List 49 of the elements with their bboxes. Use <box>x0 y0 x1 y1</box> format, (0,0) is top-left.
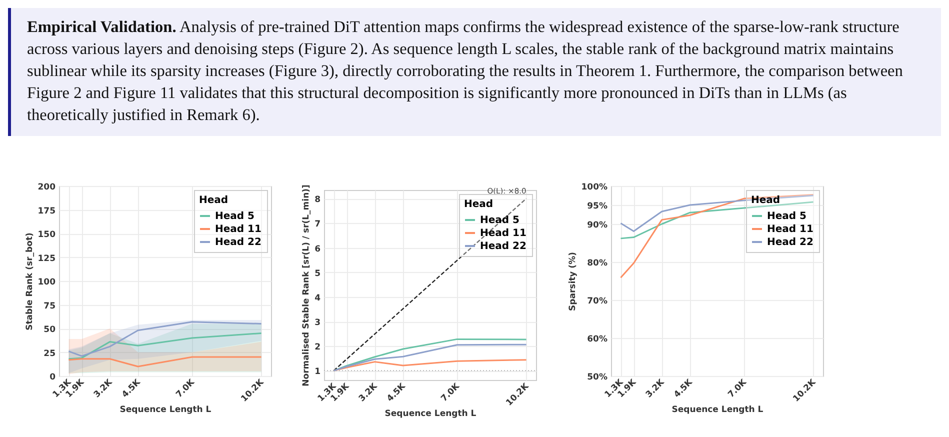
y-tick-label: 25 <box>44 348 56 359</box>
y-tick-label: 90% <box>587 220 608 230</box>
x-axis-title: Sequence Length L <box>672 405 764 416</box>
legend-label: Head 22 <box>480 241 526 252</box>
line-series <box>68 321 262 357</box>
y-tick-label: 3 <box>314 318 321 328</box>
legend-label: Head 11 <box>215 224 262 235</box>
y-tick-label: 125 <box>38 254 56 264</box>
y-tick-label: 8 <box>314 195 321 206</box>
legend-label: Head 5 <box>215 211 255 222</box>
y-axis-title: Sparsity (%) <box>568 252 578 311</box>
y-axis-title: Stable Rank (sr_bot) <box>24 232 35 330</box>
legend-label: Head 22 <box>767 237 814 248</box>
y-tick-label: 150 <box>38 230 56 240</box>
y-tick-label: 70% <box>587 296 608 306</box>
text: Empirical Validation. <box>27 17 176 36</box>
line-series <box>68 332 262 360</box>
y-tick-label: 100% <box>581 182 608 192</box>
y-tick-label: 95% <box>587 202 608 212</box>
legend-label: Head 11 <box>480 228 526 239</box>
y-tick-label: 50 <box>44 325 56 335</box>
y-tick-label: 100 <box>38 278 56 288</box>
line-series <box>68 356 262 368</box>
legend-label: Head 5 <box>767 211 807 222</box>
legend-title: Head <box>199 195 228 206</box>
y-tick-label: 50% <box>587 372 608 382</box>
y-tick-label: 75 <box>44 301 56 312</box>
x-axis-title: Sequence Length L <box>384 409 477 420</box>
y-tick-label: 0 <box>50 372 56 382</box>
line-series <box>620 194 814 278</box>
legend-label: Head 5 <box>480 215 520 226</box>
legend-title: Head <box>464 199 494 210</box>
legend-title: Head <box>751 195 780 206</box>
legend-label: Head 22 <box>215 237 262 248</box>
y-tick-label: 175 <box>38 206 56 216</box>
line-series <box>620 194 814 232</box>
legend-label: Head 11 <box>767 224 814 235</box>
y-tick-label: 5 <box>314 268 321 279</box>
x-axis-title: Sequence Length L <box>120 405 212 416</box>
y-tick-label: 2 <box>314 342 321 353</box>
y-tick-label: 6 <box>314 244 321 254</box>
y-tick-label: 7 <box>314 220 321 230</box>
line-series <box>332 344 528 372</box>
y-tick-label: 4 <box>314 293 321 304</box>
y-tick-label: 1 <box>314 367 321 378</box>
y-tick-label: 60% <box>587 334 608 344</box>
y-axis-title: Normalised Stable Rank [sr(L) / sr(L_min)] <box>302 184 312 386</box>
y-tick-label: 80% <box>587 258 608 268</box>
y-tick-label: 200 <box>38 182 56 192</box>
